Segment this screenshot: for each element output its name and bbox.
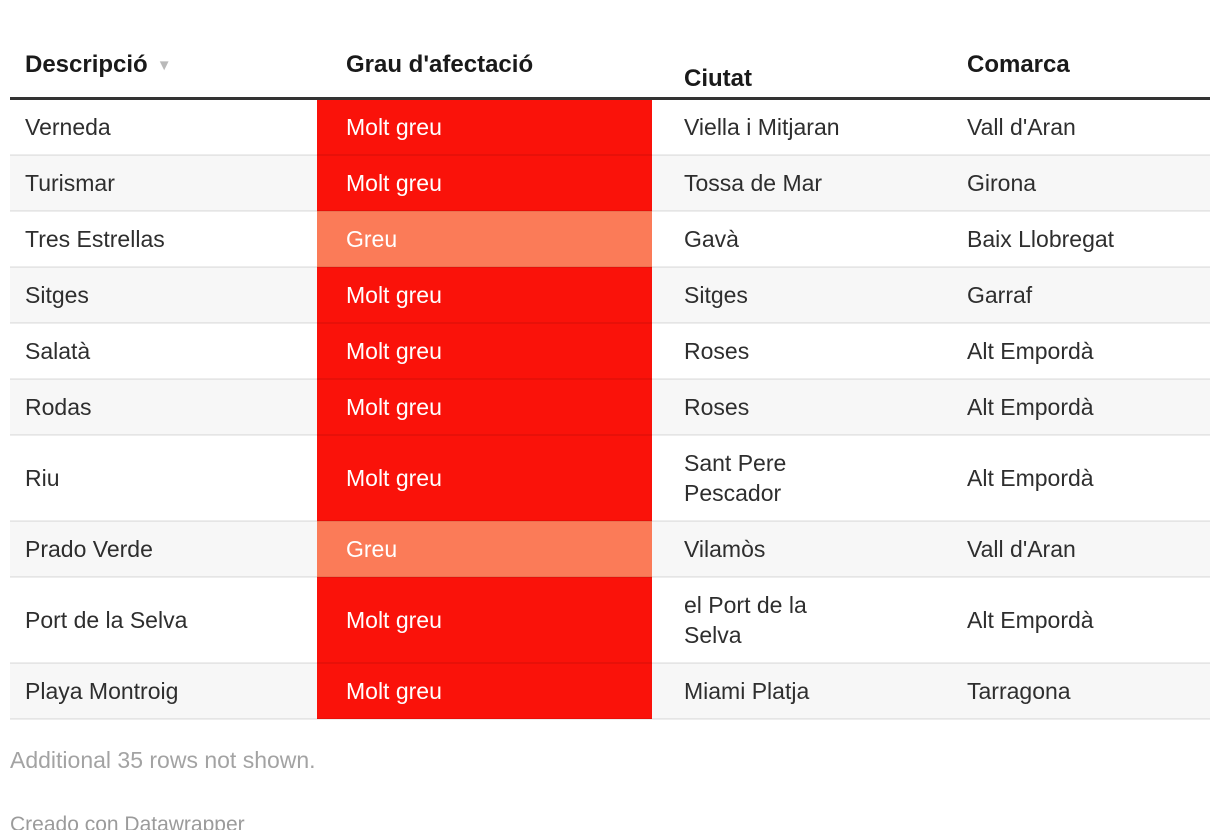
cell-grau: Molt greu [317, 98, 652, 155]
cell-grau: Greu [317, 520, 652, 577]
table-row: Rodas Molt greu Roses Alt Empordà [10, 378, 1210, 435]
cell-grau: Molt greu [317, 322, 652, 379]
cell-descripcio: Turismar [10, 154, 317, 211]
cell-descripcio: Sitges [10, 266, 317, 323]
cell-comarca: Girona [950, 154, 1210, 211]
datawrapper-attribution-link[interactable]: Creado con Datawrapper [10, 813, 245, 830]
cell-grau: Molt greu [317, 434, 652, 521]
table-row: Prado Verde Greu Vilamòs Vall d'Aran [10, 520, 1210, 577]
cell-comarca: Alt Empordà [950, 378, 1210, 435]
cell-grau: Molt greu [317, 662, 652, 720]
cell-comarca: Vall d'Aran [950, 520, 1210, 577]
cell-ciutat: Tossa de Mar [652, 154, 950, 211]
cell-comarca: Alt Empordà [950, 576, 1210, 663]
table-row: Port de la Selva Molt greu el Port de la S… [10, 576, 1210, 663]
table-row: Salatà Molt greu Roses Alt Empordà [10, 322, 1210, 379]
cell-ciutat: Roses [652, 322, 950, 379]
cell-descripcio: Rodas [10, 378, 317, 435]
cell-ciutat: Vilamòs [652, 520, 950, 577]
cell-grau: Molt greu [317, 378, 652, 435]
table-row: Turismar Molt greu Tossa de Mar Girona [10, 154, 1210, 211]
table-row: Sitges Molt greu Sitges Garraf [10, 266, 1210, 323]
cell-ciutat: Sant Pere Pescador [652, 434, 950, 521]
column-header-descripcio-label: Descripció [25, 51, 148, 78]
column-header-ciutat[interactable]: Ciutat [652, 33, 950, 100]
column-header-comarca[interactable]: Comarca [950, 33, 1210, 100]
column-header-ciutat-label: Ciutat [684, 65, 752, 92]
cell-comarca: Tarragona [950, 662, 1210, 720]
cell-descripcio: Salatà [10, 322, 317, 379]
table-row: Tres Estrellas Greu Gavà Baix Llobregat [10, 210, 1210, 267]
table-row: Riu Molt greu Sant Pere Pescador Alt Empord… [10, 434, 1210, 521]
cell-grau: Molt greu [317, 576, 652, 663]
cell-comarca: Baix Llobregat [950, 210, 1210, 267]
cell-comarca: Vall d'Aran [967, 114, 1076, 140]
cell-ciutat: el Port de la Selva [652, 576, 950, 663]
cell-descripcio: Riu [10, 434, 317, 521]
column-header-grau-label: Grau d'afectació [346, 51, 534, 78]
cell-ciutat: Sitges [652, 266, 950, 323]
cell-descripcio: Playa Montroig [10, 662, 317, 720]
table-row: Playa Montroig Molt greu Miami Platja Tarra… [10, 662, 1210, 720]
cell-grau: Molt greu [317, 266, 652, 323]
column-header-descripcio[interactable]: Descripció ▼ [10, 33, 317, 100]
header-row: Descripció ▼ Grau d'afectació Ciutat Coma… [10, 33, 1210, 100]
cell-descripcio: Prado Verde [10, 520, 317, 577]
data-table: Descripció ▼ Grau d'afectació Ciutat Coma… [10, 33, 1210, 720]
cell-descripcio: Tres Estrellas [10, 210, 317, 267]
cell-ciutat: Miami Platja [652, 662, 950, 720]
sort-descending-icon: ▼ [156, 57, 172, 74]
rows-not-shown-note: Additional 35 rows not shown. [10, 747, 316, 773]
column-header-grau[interactable]: Grau d'afectació [317, 33, 652, 100]
column-header-comarca-label: Comarca [967, 51, 1070, 78]
cell-ciutat: Gavà [652, 210, 950, 267]
table-body: Verneda Molt greu Viella i Mitjaran Vall d'… [10, 98, 1210, 720]
cell-comarca: Alt Empordà [950, 322, 1210, 379]
table-row: Verneda Molt greu Viella i Mitjaran Vall d'… [10, 98, 1210, 155]
cell-comarca: Garraf [950, 266, 1210, 323]
cell-ciutat: Roses [652, 378, 950, 435]
cell-descripcio: Port de la Selva [10, 576, 317, 663]
cell-descripcio: Verneda [25, 114, 111, 140]
cell-grau: Molt greu [317, 154, 652, 211]
cell-ciutat: Viella i Mitjaran [684, 114, 840, 140]
cell-grau: Greu [317, 210, 652, 267]
cell-comarca: Alt Empordà [950, 434, 1210, 521]
